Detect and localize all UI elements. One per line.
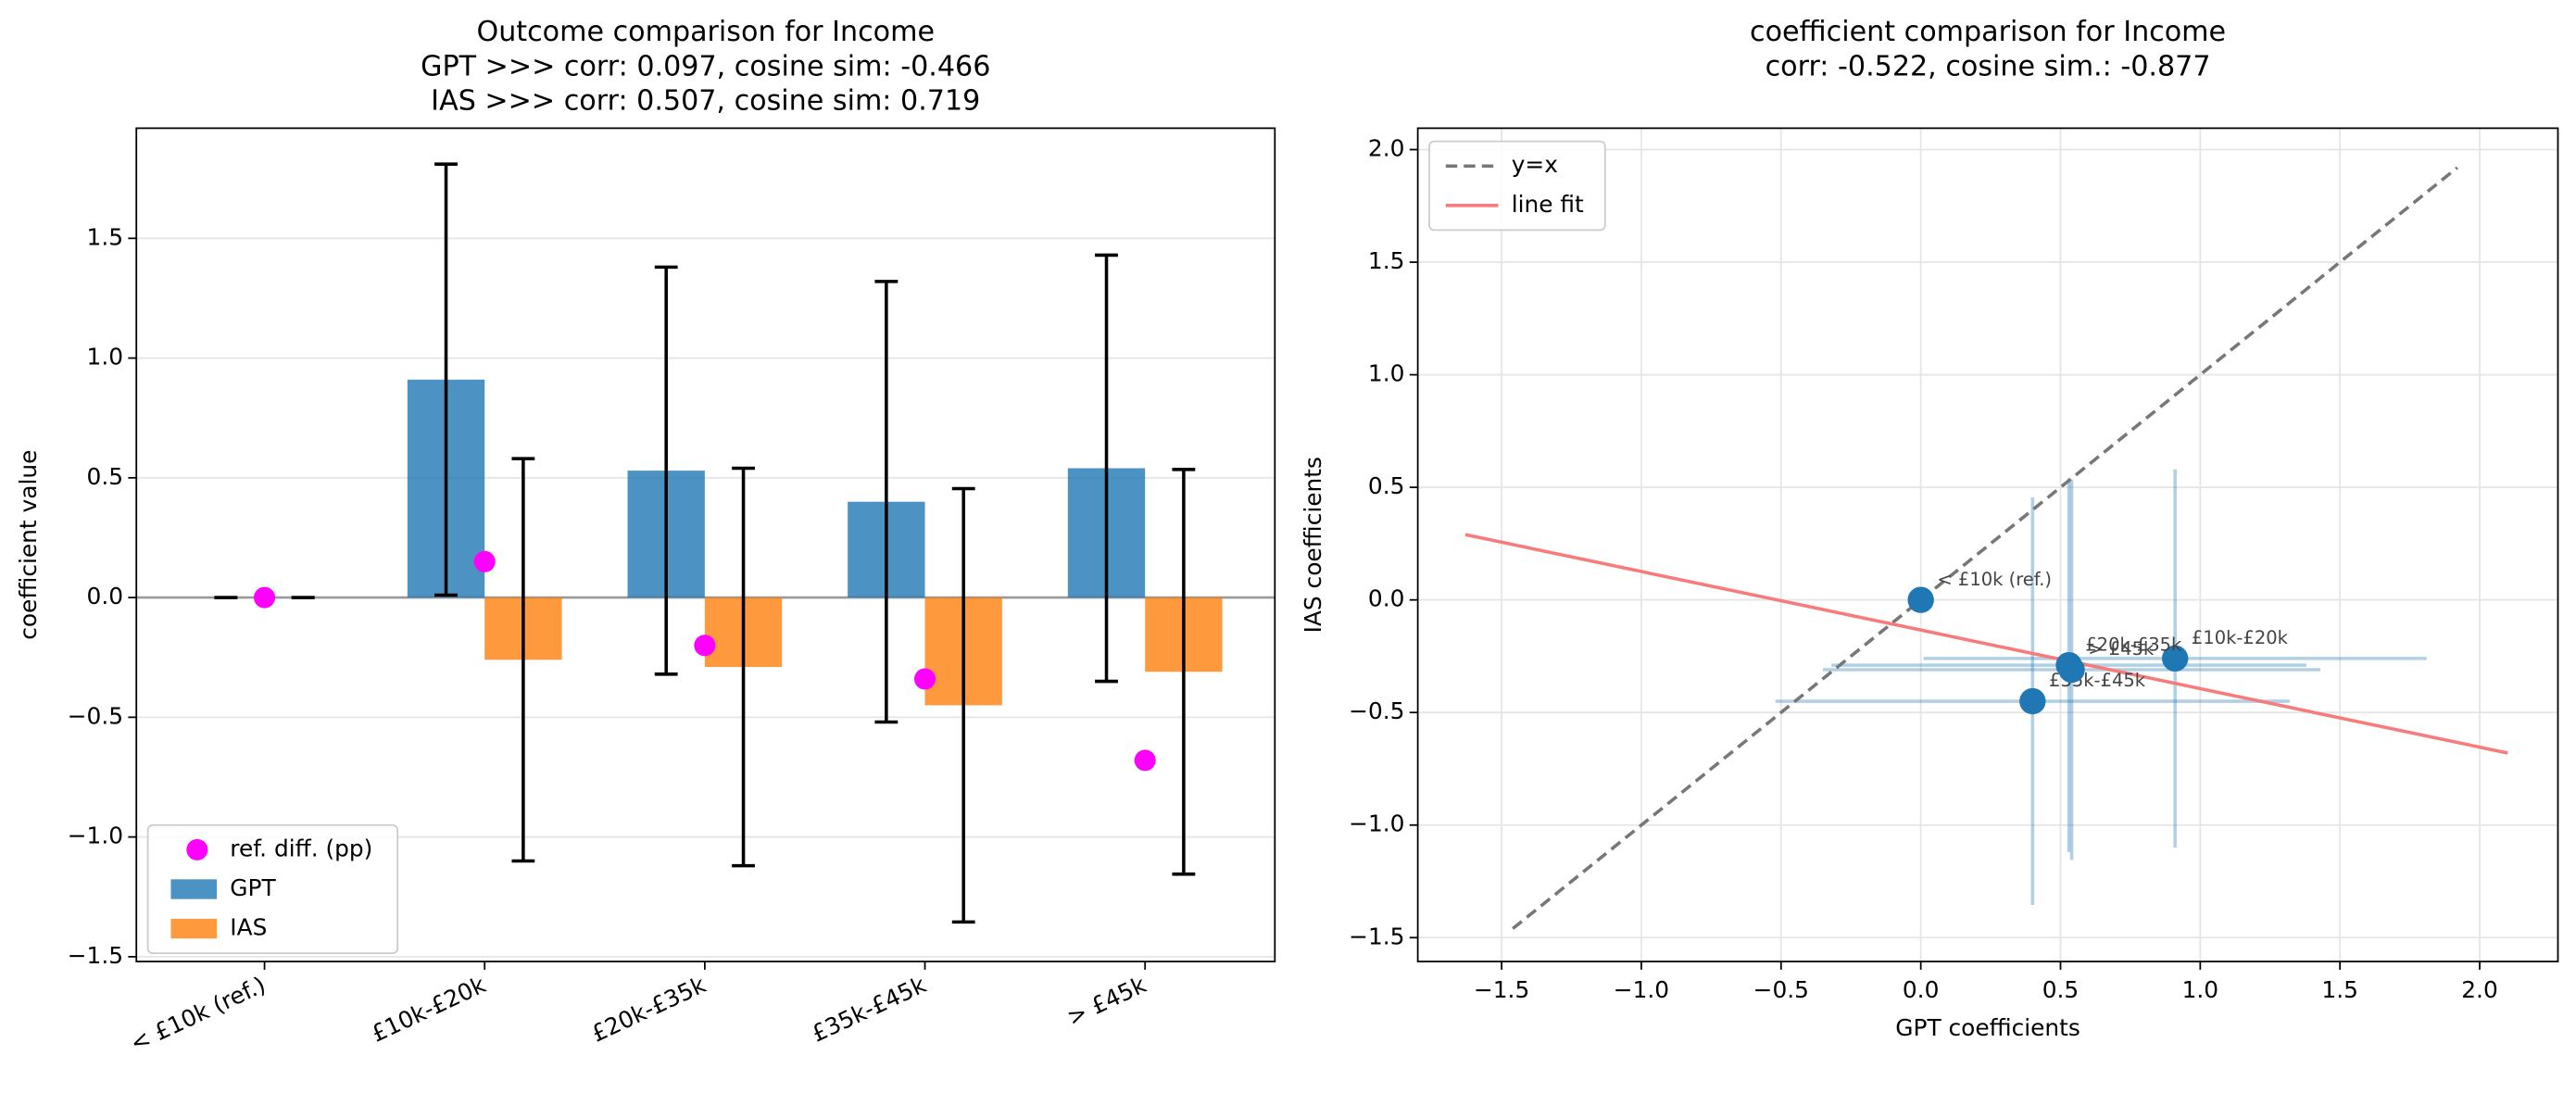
error-bar [951,486,975,924]
legend-label: y=x [1512,151,1558,178]
y-axis-label: coefficient value [15,450,42,640]
y-tick-label: 0.5 [87,463,123,490]
x-tick-label: 1.5 [2321,976,2357,1003]
y-tick-label: 0.0 [87,583,123,609]
x-tick-label: −1.5 [1474,976,1529,1003]
legend-marker [170,879,218,899]
scatter-point [1907,586,1934,613]
ref-diff-dot [1134,749,1156,772]
reference-line [1512,166,2458,930]
ref-diff-dot [473,550,496,572]
ref-diff-dot [254,586,276,609]
y-tick-label: 2.0 [1368,134,1404,161]
error-bar [874,280,898,724]
reference-line [1464,533,2508,755]
error-bar [1095,253,1118,684]
legend-label: IAS [230,914,267,941]
y-tick-label: −1.0 [1349,810,1404,837]
y-tick-label: 0.0 [1368,585,1404,612]
legend-marker [186,838,208,861]
y-tick-label: 0.5 [1368,472,1404,499]
x-tick-label: 0.0 [1903,976,1939,1003]
ref-diff-dot [694,634,716,657]
y-tick-label: 1.0 [87,344,123,371]
x-tick-label: £20k-£35k [587,971,710,1048]
error-bar [1172,468,1196,876]
chart-title: coefficient comparison for Income [1750,16,2226,48]
legend-label: line fit [1512,191,1584,218]
x-tick-label: > £45k [1062,971,1150,1031]
y-tick-label: 1.5 [87,223,123,250]
y-tick-label: −1.5 [1349,923,1404,949]
legend-label: GPT [230,874,276,901]
y-tick-label: 1.5 [1368,247,1404,274]
plot-frame [1416,127,2559,962]
x-tick-label: 2.0 [2461,976,2497,1003]
x-tick-label: £35k-£45k [808,971,931,1048]
point-annotation: £10k-£20k [2192,627,2289,648]
x-tick-label: £10k-£20k [367,971,490,1048]
point-annotation: < £10k (ref.) [1937,569,2052,590]
scatter-point [2058,656,2085,684]
point-annotation: > £45k [2088,638,2155,660]
y-axis-label: IAS coefficients [1300,457,1326,633]
chart-title: IAS >>> corr: 0.507, cosine sim: 0.719 [431,85,980,118]
x-axis-label: GPT coefficients [1895,1014,2080,1041]
legend-box [1428,140,1606,232]
chart-title: GPT >>> corr: 0.097, cosine sim: -0.466 [421,50,990,82]
error-bar [434,162,458,597]
x-tick-label: 0.5 [2042,976,2079,1003]
chart-title: Outcome comparison for Income [476,16,935,48]
x-tick-label: 1.0 [2182,976,2218,1003]
error-bar [511,457,535,863]
scatter-point [2019,687,2046,715]
scatter-point [2161,645,2189,672]
legend-marker [170,918,218,939]
error-bar [654,265,678,676]
chart-title: corr: -0.522, cosine sim.: -0.877 [1766,50,2211,82]
y-tick-label: −1.0 [68,823,123,849]
y-tick-label: 1.0 [1368,360,1404,387]
y-tick-label: −0.5 [1349,697,1404,724]
legend-label: ref. diff. (pp) [230,835,372,861]
x-tick-label: < £10k (ref.) [126,971,270,1057]
error-bar [732,466,755,868]
ref-diff-dot [914,668,936,690]
y-tick-label: −1.5 [68,942,123,969]
y-tick-label: −0.5 [68,702,123,729]
x-tick-label: −1.0 [1614,976,1669,1003]
point-annotation: £20k-£35k [2085,634,2182,655]
x-tick-label: −0.5 [1753,976,1809,1003]
plot-frame [135,127,1276,962]
